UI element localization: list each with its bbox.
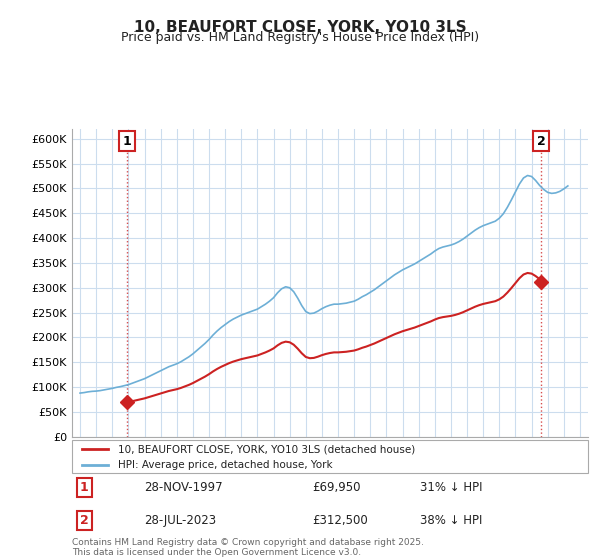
Text: 28-NOV-1997: 28-NOV-1997	[144, 480, 223, 494]
Text: 2: 2	[536, 134, 545, 148]
Text: £69,950: £69,950	[312, 480, 361, 494]
Text: HPI: Average price, detached house, York: HPI: Average price, detached house, York	[118, 460, 333, 470]
Text: 10, BEAUFORT CLOSE, YORK, YO10 3LS: 10, BEAUFORT CLOSE, YORK, YO10 3LS	[134, 20, 466, 35]
Text: 38% ↓ HPI: 38% ↓ HPI	[420, 514, 482, 528]
Text: £312,500: £312,500	[312, 514, 368, 528]
Text: 28-JUL-2023: 28-JUL-2023	[144, 514, 216, 528]
Text: Contains HM Land Registry data © Crown copyright and database right 2025.
This d: Contains HM Land Registry data © Crown c…	[72, 538, 424, 557]
Text: 1: 1	[123, 134, 131, 148]
Text: 1: 1	[80, 480, 88, 494]
Text: 31% ↓ HPI: 31% ↓ HPI	[420, 480, 482, 494]
Text: 2: 2	[80, 514, 88, 528]
Text: Price paid vs. HM Land Registry's House Price Index (HPI): Price paid vs. HM Land Registry's House …	[121, 31, 479, 44]
Text: 10, BEAUFORT CLOSE, YORK, YO10 3LS (detached house): 10, BEAUFORT CLOSE, YORK, YO10 3LS (deta…	[118, 444, 416, 454]
